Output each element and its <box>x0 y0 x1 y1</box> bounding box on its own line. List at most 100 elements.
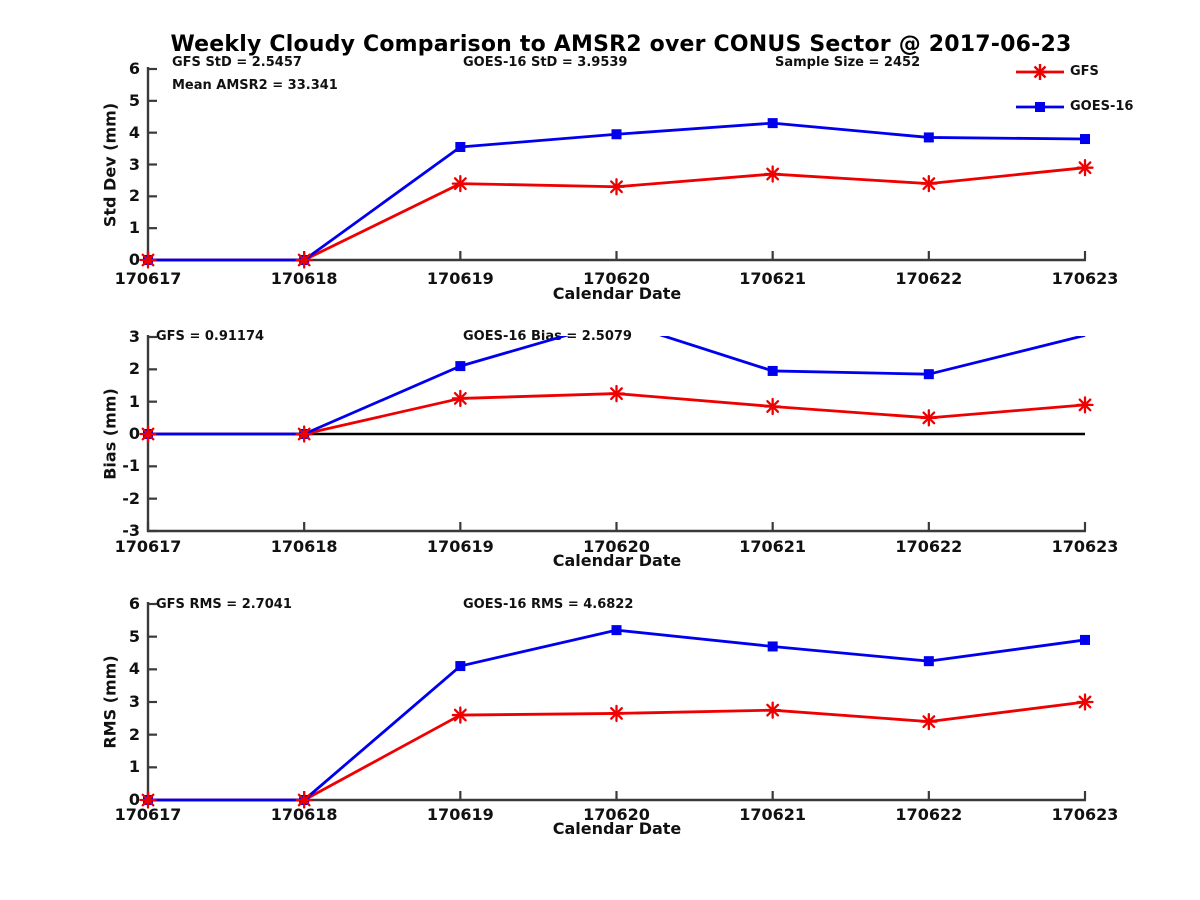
annotation-gfs-rms: GFS RMS = 2.7041 <box>156 597 292 612</box>
y-tick-label: 2 <box>128 186 140 206</box>
asterisk-spoke <box>141 427 155 441</box>
x-tick-label: 170617 <box>114 269 182 288</box>
y-tick-label: 3 <box>128 154 140 174</box>
asterisk-spoke <box>297 793 311 807</box>
subplot-3 <box>139 602 1094 809</box>
asterisk-spoke <box>453 177 467 191</box>
legend-label-gfs: GFS <box>1070 64 1099 79</box>
y-tick-label: 0 <box>128 424 140 443</box>
asterisk-spoke <box>141 253 155 267</box>
annotation-mean-amsr2: Mean AMSR2 = 33.341 <box>172 78 338 93</box>
legend-swatches <box>1016 64 1064 112</box>
asterisk-spoke <box>922 411 936 425</box>
asterisk-spoke <box>297 253 311 267</box>
y-tick-label: 0 <box>128 250 140 269</box>
goes16-marker-square <box>455 141 466 152</box>
x-axis-title-2: Calendar Date <box>552 551 682 570</box>
gfs-marker-asterisk <box>295 425 313 443</box>
x-tick-label: 170618 <box>270 269 338 288</box>
asterisk-spoke <box>610 387 623 401</box>
gfs-marker-asterisk <box>139 251 157 269</box>
x-tick-label: 170618 <box>270 537 338 556</box>
asterisk-spoke <box>766 703 780 717</box>
asterisk-spoke <box>453 391 467 405</box>
gfs-marker-asterisk <box>920 712 938 731</box>
asterisk-spoke <box>453 177 467 191</box>
gfs-marker-asterisk <box>764 165 782 183</box>
goes16-marker-square <box>455 361 466 372</box>
y-tick-label: 1 <box>128 391 140 411</box>
goes16-marker-square <box>767 641 778 652</box>
x-tick-label: 170618 <box>270 805 338 824</box>
asterisk-spoke <box>141 793 155 807</box>
x-tick-label: 170622 <box>895 269 963 288</box>
gfs-marker-asterisk <box>1076 396 1094 414</box>
gfs-marker-asterisk <box>607 178 626 196</box>
goes16-legend-square-icon <box>1035 102 1045 112</box>
annotation-gfs-std: GFS StD = 2.5457 <box>172 55 302 70</box>
gfs-marker-asterisk <box>764 397 782 416</box>
annotation-goes-bias: GOES-16 Bias = 2.5079 <box>463 329 632 344</box>
gfs-line <box>148 392 1086 436</box>
asterisk-spoke <box>1078 695 1092 709</box>
asterisk-spoke <box>922 177 936 191</box>
asterisk-spoke <box>766 400 780 413</box>
asterisk-spoke <box>610 706 623 720</box>
gfs-marker-asterisk <box>451 174 469 193</box>
goes16-marker-square <box>767 118 778 129</box>
x-axis-title-1: Calendar Date <box>552 284 682 303</box>
asterisk-spoke <box>141 427 155 441</box>
asterisk-spoke <box>1078 695 1092 709</box>
gfs-marker-asterisk <box>607 384 626 403</box>
asterisk-spoke <box>922 411 936 425</box>
asterisk-spoke <box>766 400 780 413</box>
x-tick-label: 170621 <box>739 537 807 556</box>
y-tick-label: 5 <box>128 626 140 646</box>
gfs-marker-asterisk <box>764 701 782 719</box>
x-tick-label: 170621 <box>739 269 807 288</box>
asterisk-spoke <box>610 387 623 401</box>
legend: GFS GOES-16 <box>1012 60 1182 120</box>
gfs-marker-asterisk <box>139 425 157 443</box>
x-tick-label: 170620 <box>583 805 650 824</box>
goes16-marker-square <box>455 661 466 672</box>
y-tick-label: 2 <box>128 359 140 379</box>
x-tick-label: 170622 <box>895 537 963 556</box>
asterisk-spoke <box>453 708 467 722</box>
asterisk-spoke <box>610 180 623 194</box>
y-tick-label: 4 <box>128 659 140 679</box>
goes16-marker-square <box>611 129 622 140</box>
gfs-legend-asterisk-icon <box>1032 64 1048 80</box>
x-tick-label: 170622 <box>895 805 963 824</box>
annotation-gfs-bias: GFS = 0.91174 <box>156 329 265 344</box>
series-lines <box>148 121 1086 262</box>
asterisk-spoke <box>297 427 311 441</box>
x-axis-title-3: Calendar Date <box>552 819 682 838</box>
asterisk-spoke <box>766 703 780 717</box>
y-tick-label: 2 <box>128 724 140 744</box>
asterisk-spoke <box>766 167 780 181</box>
goes16-line <box>148 628 1086 802</box>
y-tick-label: -2 <box>122 488 140 508</box>
goes16-marker-square <box>299 255 310 265</box>
asterisk-spoke <box>610 180 623 194</box>
asterisk-spoke <box>922 177 936 191</box>
gfs-marker-asterisk <box>920 409 938 427</box>
asterisk-spoke <box>297 253 311 267</box>
goes16-marker-square <box>767 365 778 376</box>
gfs-line <box>148 700 1086 802</box>
x-tick-label: 170619 <box>426 269 494 288</box>
y-tick-label: -1 <box>122 456 140 476</box>
goes16-marker-square <box>923 369 934 380</box>
gfs-marker-asterisk <box>1076 693 1094 711</box>
goes16-marker-square <box>611 625 622 636</box>
goes16-line <box>148 121 1086 262</box>
legend-label-goes16: GOES-16 <box>1070 99 1134 114</box>
goes16-marker-square <box>923 132 934 143</box>
asterisk-spoke <box>141 793 155 807</box>
y-tick-label: 1 <box>128 757 140 777</box>
subplot-2 <box>139 335 1094 533</box>
asterisk-spoke <box>922 715 936 729</box>
